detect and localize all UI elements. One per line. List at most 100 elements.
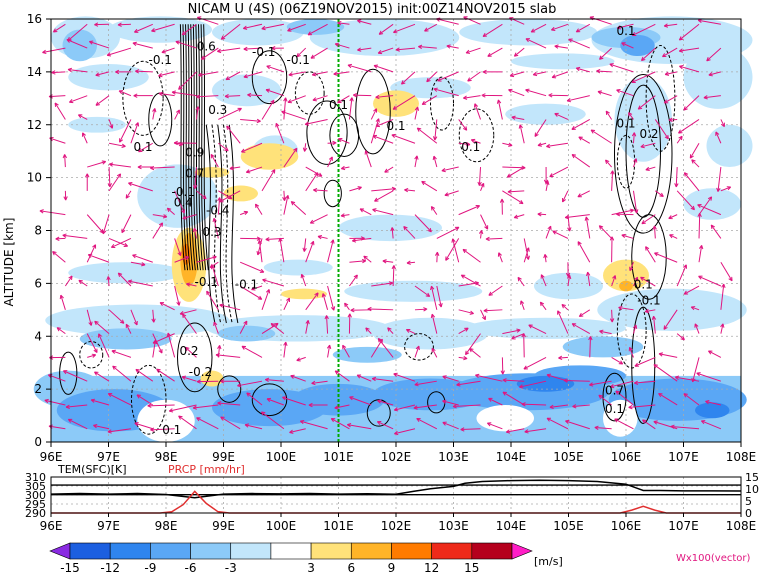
wind-vector-71: [237, 380, 263, 388]
wind-vector-149: [599, 329, 612, 335]
wind-vector-90: [653, 364, 678, 382]
wind-vector-526: [706, 47, 722, 62]
wind-vector-166: [305, 292, 319, 311]
wind-vector-365: [571, 153, 591, 168]
wind-vector-19: [460, 427, 481, 432]
wind-vector-212: [633, 276, 639, 287]
wind-vector-498: [88, 40, 110, 49]
colorbar-tick-9: 15: [464, 561, 479, 575]
wind-vector-172: [430, 285, 438, 310]
wind-vector-285: [182, 214, 197, 220]
wind-vector-265: [436, 226, 460, 239]
wind-vector-517: [513, 47, 525, 57]
wind-vector-268: [485, 236, 503, 242]
wind-vector-441: [195, 94, 219, 99]
wind-vector-173: [458, 309, 474, 315]
wind-vector-160: [159, 302, 175, 311]
wind-vector-424: [511, 115, 525, 120]
wind-vector-329: [480, 182, 485, 192]
wind-vector-349: [229, 165, 241, 171]
contour-labels: -0.1 -0.1 -0.1 0.1 0.1 0.1 0.1 0.1 0.1 0.2 0.6 0.3 0…: [133, 24, 660, 437]
wind-vector-396: [578, 136, 591, 144]
wind-vector-67: [156, 368, 175, 382]
wind-vector-76: [356, 374, 372, 382]
vector-note: Wx100(vector): [676, 553, 751, 564]
wind-vector-16: [394, 428, 416, 436]
wind-vector-367: [633, 158, 638, 168]
wind-vector-403: [54, 102, 66, 120]
shade-light-8: [68, 63, 149, 91]
contour-ring-17: [217, 375, 242, 403]
contour-label-8: 0.1: [616, 116, 635, 130]
wind-vector-2: [93, 423, 110, 430]
wind-vector-450: [392, 95, 416, 110]
wind-vector-218: [86, 244, 97, 263]
colorbar-segment-9: [391, 542, 432, 560]
wind-vector-303: [564, 214, 590, 220]
wind-vector-418: [375, 118, 394, 128]
wind-vector-469: [135, 69, 153, 74]
wind-vector-315: [174, 190, 185, 214]
wind-vector-63: [62, 370, 88, 382]
wind-vector-163: [219, 303, 241, 311]
colorbar-segment-0: [49, 542, 71, 560]
main-x-ticks: 96E 97E 98E 99E 100E 101E 102E 103E 104E 105E 106E…: [40, 442, 756, 464]
lower-x-tick-label-10: 106E: [611, 519, 642, 533]
contour-bundle-4: [190, 24, 196, 271]
wind-vector-292: [340, 213, 350, 218]
wind-vector-47: [393, 404, 416, 412]
contour-bundle-0: [179, 24, 186, 271]
wind-vector-409: [195, 106, 200, 120]
wind-vector-222: [174, 255, 190, 263]
wind-vector-278: [710, 224, 722, 239]
wind-vector-506: [271, 46, 284, 51]
wind-vector-241: [577, 241, 591, 263]
main-y-tick-label-2: 4: [34, 329, 42, 343]
colorbar-tick-4: -3: [225, 561, 237, 575]
lower-x-tick-label-6: 102E: [381, 519, 412, 533]
contour-label-26: 0.1: [162, 423, 181, 437]
wind-vector-61: [705, 399, 721, 406]
wind-vector-538: [287, 23, 306, 32]
wind-vector-126: [94, 320, 110, 334]
wind-vector-384: [327, 140, 337, 146]
colorbar-tick-2: -9: [144, 561, 156, 575]
wind-vector-432: [678, 119, 700, 134]
shade-light-27: [706, 124, 753, 168]
wind-vector-69: [196, 379, 219, 384]
contour-ring-20: [366, 399, 391, 427]
contour-label-11: 0.3: [208, 103, 227, 117]
lower-x-ticks: 96E 97E 98E 99E 100E 101E 102E 103E 104E 105E 106E…: [40, 513, 756, 533]
wind-vector-555: [663, 23, 678, 28]
wind-vector-502: [175, 40, 197, 49]
wind-vector-314: [128, 181, 153, 192]
wind-vector-257: [256, 238, 263, 256]
wind-vector-438: [133, 93, 153, 98]
contour-ring-3: [294, 71, 325, 115]
contour-bundle-1: [182, 24, 189, 271]
wind-vector-368: [645, 166, 656, 172]
wind-vector-199: [349, 274, 358, 287]
wind-vector-143: [464, 333, 481, 356]
main-x-tick-label-3: 99E: [212, 450, 235, 464]
wind-vector-466: [67, 67, 88, 73]
wind-vector-252: [152, 222, 164, 239]
colorbar-tick-3: -6: [185, 561, 197, 575]
wind-vector-515: [465, 47, 481, 54]
wind-vector-405: [108, 119, 114, 129]
wind-vector-518: [525, 38, 547, 49]
wind-vector-17: [416, 417, 438, 430]
wind-vector-483: [437, 71, 459, 82]
wind-vector-530: [117, 22, 131, 27]
chart-title: NICAM U (4S) (06Z19NOV2015) init:00Z14NO…: [188, 2, 557, 17]
wind-vector-445: [287, 95, 306, 104]
wind-vector-48: [413, 404, 437, 410]
wind-vector-447: [337, 95, 350, 104]
contour-bundle-8: [200, 24, 207, 271]
colorbar-segment-2: [109, 542, 151, 560]
wind-vector-335: [610, 170, 615, 191]
lower-x-tick-label-9: 105E: [553, 519, 584, 533]
wind-vector-68: [181, 375, 197, 382]
wind-vector-253: [174, 238, 182, 257]
contour-label-22: 0.1: [634, 278, 653, 292]
